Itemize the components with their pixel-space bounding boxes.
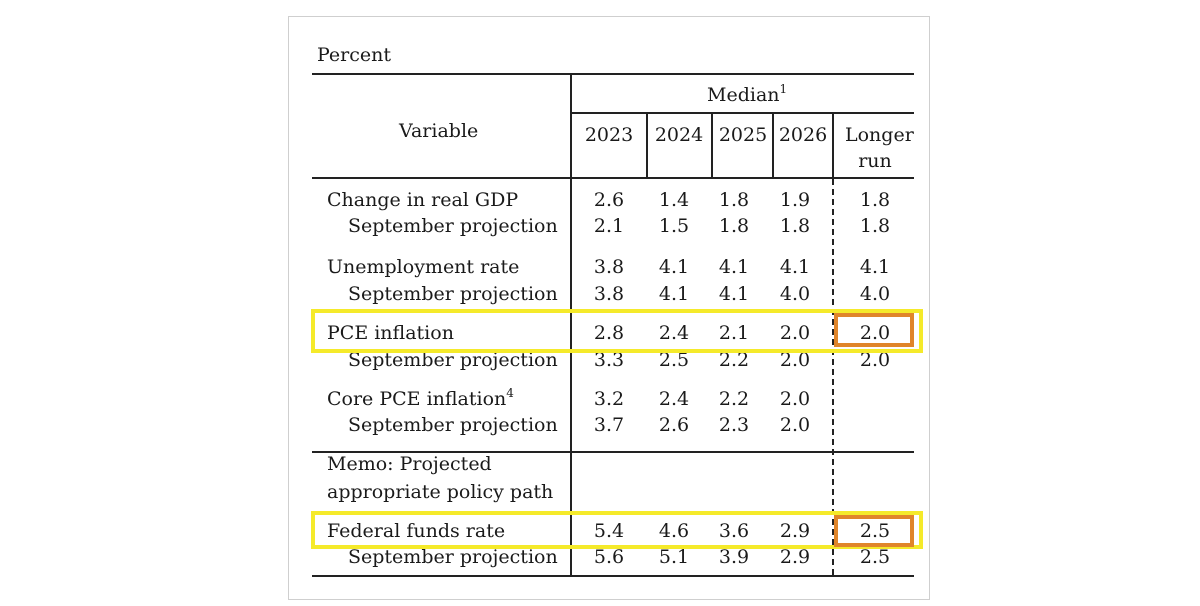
year-divider-4 [832,113,834,179]
cell: 3.8 [593,283,625,305]
year-2024: 2024 [654,124,704,146]
pce-inflation-row-highlight [311,309,923,353]
cell: 1.5 [658,215,690,237]
cell: 3.6 [718,520,750,542]
memo-line2: appropriate policy path [327,481,554,503]
cell: 1.8 [779,215,811,237]
longer-run-header-line1: Longer [845,124,914,146]
cell: 2.4 [658,322,690,344]
cell: 2.0 [779,414,811,436]
cell-longer-run: 2.5 [859,546,891,568]
year-divider-1 [646,113,648,179]
cell-longer-run: 4.1 [859,256,891,278]
cell: 2.6 [658,414,690,436]
memo-line1: Memo: Projected [327,453,492,475]
cell: 2.0 [779,349,811,371]
cell: 5.1 [658,546,690,568]
cell: 3.3 [593,349,625,371]
row-label: September projection [348,283,558,305]
median-header: Median1 [707,82,788,106]
longer-run-header-line2: run [858,150,892,172]
cell: 4.1 [718,256,750,278]
cell-longer-run: 1.8 [859,189,891,211]
cell: 2.9 [779,520,811,542]
cell-longer-run: 2.0 [859,322,891,344]
median-rule [571,112,914,114]
cell: 1.8 [718,189,750,211]
cell: 2.1 [718,322,750,344]
pce-longer-run-highlight [834,313,914,347]
year-2023: 2023 [584,124,634,146]
unit-label: Percent [317,44,392,66]
cell-longer-run: 2.0 [859,349,891,371]
longer-run-dashed-divider [832,179,834,575]
row-label: September projection [348,215,558,237]
cell: 3.2 [593,388,625,410]
cell: 2.3 [718,414,750,436]
top-rule [312,73,914,75]
table-frame: Percent Variable Median1 2023 2024 2025 … [288,16,930,600]
fed-funds-row-highlight [311,511,923,549]
row-label: Unemployment rate [327,256,520,278]
bottom-rule [312,575,914,577]
cell: 4.1 [658,283,690,305]
year-divider-2 [711,113,713,179]
cell: 2.6 [593,189,625,211]
cell: 2.4 [658,388,690,410]
row-label: Federal funds rate [327,520,506,542]
cell-longer-run: 4.0 [859,283,891,305]
variable-divider [570,73,572,577]
cell: 3.8 [593,256,625,278]
row-label: September projection [348,349,558,371]
header-rule [312,177,914,179]
cell: 4.1 [779,256,811,278]
cell: 2.2 [718,349,750,371]
cell: 2.9 [779,546,811,568]
cell: 2.2 [718,388,750,410]
row-label: September projection [348,546,558,568]
cell: 1.8 [718,215,750,237]
cell: 2.8 [593,322,625,344]
cell: 2.5 [658,349,690,371]
row-label: Change in real GDP [327,189,519,211]
cell-longer-run: 1.8 [859,215,891,237]
cell: 4.6 [658,520,690,542]
cell: 2.0 [779,388,811,410]
cell-longer-run: 2.5 [859,520,891,542]
year-divider-3 [772,113,774,179]
cell: 2.0 [779,322,811,344]
variable-header: Variable [399,120,479,142]
cell: 4.1 [658,256,690,278]
cell: 3.7 [593,414,625,436]
cell: 4.0 [779,283,811,305]
cell: 3.9 [718,546,750,568]
cell: 1.9 [779,189,811,211]
memo-rule [312,451,914,453]
cell: 1.4 [658,189,690,211]
row-label: PCE inflation [327,322,454,344]
cell: 2.1 [593,215,625,237]
cell: 4.1 [718,283,750,305]
fed-funds-longer-run-highlight [834,515,914,547]
cell: 5.4 [593,520,625,542]
row-label: Core PCE inflation4 [327,386,514,410]
year-2025: 2025 [718,124,768,146]
cell: 5.6 [593,546,625,568]
year-2026: 2026 [778,124,828,146]
row-label: September projection [348,414,558,436]
